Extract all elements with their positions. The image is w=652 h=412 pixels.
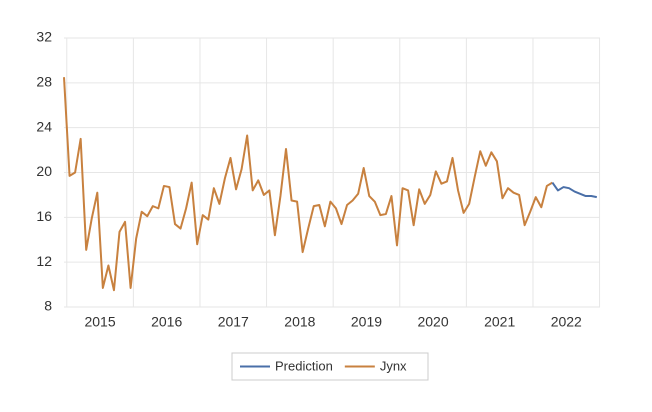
y-tick-label: 28 (36, 74, 52, 90)
x-tick-label: 2020 (417, 314, 448, 330)
series-line (63, 77, 553, 292)
x-tick-label: 2017 (218, 314, 249, 330)
x-tick-label: 2019 (351, 314, 382, 330)
x-tick-label: 2021 (484, 314, 515, 330)
legend-label: Jynx (380, 358, 407, 373)
y-tick-label: 24 (36, 118, 52, 134)
legend-label: Prediction (275, 358, 333, 373)
legend: Prediction Jynx (231, 352, 429, 381)
y-tick-label: 32 (36, 29, 52, 45)
y-tick-label: 8 (44, 298, 52, 314)
series-line (551, 182, 597, 199)
x-tick-label: 2016 (151, 314, 182, 330)
x-tick-label: 2022 (551, 314, 582, 330)
x-tick-label: 2018 (284, 314, 315, 330)
y-tick-label: 20 (36, 163, 52, 179)
y-tick-label: 16 (36, 208, 52, 224)
x-tick-label: 2015 (84, 314, 115, 330)
y-tick-label: 12 (36, 253, 52, 269)
